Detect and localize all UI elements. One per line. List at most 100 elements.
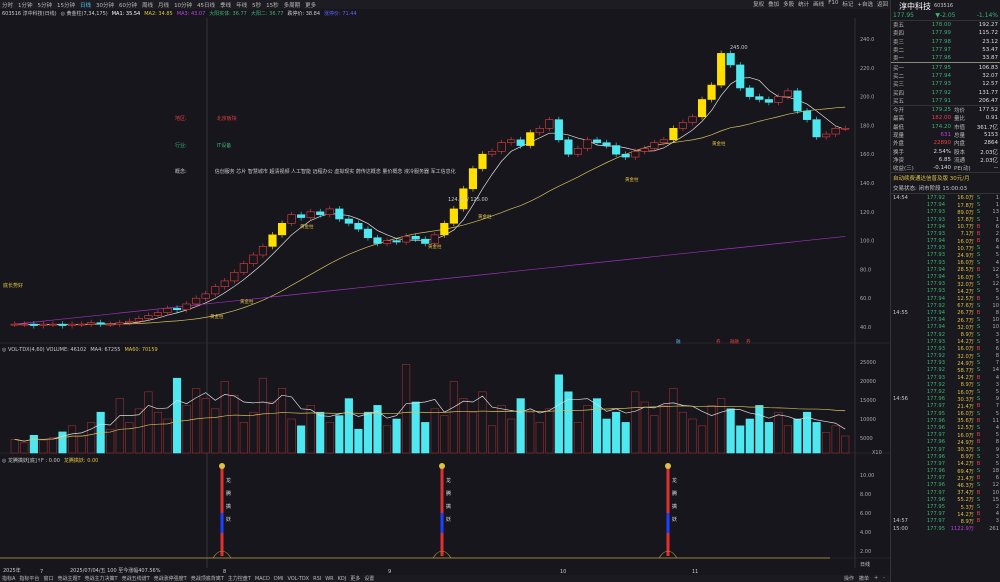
period-label: 日线	[860, 562, 871, 568]
tick-count: 12	[992, 266, 999, 273]
bid-list: 买一 177.95 106.83 买二 177.94 32.07 买三 177.93 12.57…	[891, 62, 1000, 105]
tick-price: 177.92	[926, 353, 945, 360]
volume-bar	[363, 411, 373, 454]
tick-count: 5	[995, 252, 999, 259]
period-tab[interactable]: 多周期	[283, 2, 301, 9]
period-tab[interactable]: 5分钟	[37, 2, 53, 9]
tool-button[interactable]: 标记	[842, 2, 854, 8]
indicator-name[interactable]: ◎ 黄金柱(7,34,175)	[60, 11, 108, 17]
candle	[478, 153, 487, 169]
candle	[153, 312, 163, 316]
tick-price: 177.94	[926, 202, 945, 209]
indicator-tab[interactable]: 指标平台	[19, 576, 40, 582]
indicator-tab[interactable]: RSI	[313, 575, 322, 582]
tick-count: 10	[992, 317, 999, 324]
candle	[545, 119, 554, 129]
indicator-tab[interactable]: 更多	[350, 576, 361, 582]
order-button[interactable]: 操作	[843, 576, 854, 582]
period-tab[interactable]: 5秒	[252, 2, 262, 9]
period-tab[interactable]: 季线	[220, 2, 232, 9]
tick-count: 6	[995, 223, 999, 230]
indicator-tab[interactable]: 竞战主题T	[57, 576, 81, 582]
stat-value2: 0.91	[985, 115, 998, 122]
indicator-tab[interactable]: KDJ	[337, 575, 347, 582]
tick-side: S	[976, 302, 981, 309]
mid-price-label: 124.89 / 125.00	[448, 197, 488, 203]
tick-side: B	[976, 266, 981, 273]
period-tab[interactable]: 45日线	[197, 2, 216, 9]
tool-button[interactable]: 返回	[876, 2, 888, 8]
level-volume: 53.47	[982, 47, 998, 54]
period-tab[interactable]: 周线	[142, 2, 154, 9]
period-tab[interactable]: 月线	[158, 2, 170, 9]
stat-label: 最高	[893, 116, 905, 123]
order-button[interactable]: +	[873, 575, 879, 581]
volume-bar	[535, 422, 544, 454]
tool-button[interactable]: 画线	[813, 2, 825, 8]
stat-label: 换手	[893, 149, 905, 156]
indicator-tab[interactable]: 窗口	[43, 576, 54, 582]
indicator-tab[interactable]: 竞战涨停强度T	[153, 576, 187, 582]
period-tab[interactable]: 日线	[80, 2, 92, 9]
stat-label2: 内盘	[954, 141, 966, 148]
signal-glyph: 妖	[226, 516, 231, 523]
tick-volume: 24.9万	[957, 360, 974, 367]
volume-bar	[736, 425, 745, 454]
volume-value: ◎ VOL-TDX(4,60) VOLUME: 46102	[2, 347, 87, 353]
period-tab[interactable]: 30分钟	[96, 2, 115, 9]
volume-bar	[554, 374, 563, 454]
candle	[134, 318, 143, 322]
indicator-tab[interactable]: 指标A	[2, 576, 16, 582]
tick-time: 14:54	[893, 194, 908, 201]
tick-side: S	[976, 245, 981, 252]
volume-bar	[39, 439, 48, 454]
tool-button[interactable]: +自选	[857, 2, 873, 8]
period-tab[interactable]: 60分钟	[119, 2, 138, 9]
tool-button[interactable]: 复权	[753, 2, 765, 8]
indicator-tabs: 指标A 指标平台 窗口 竞战主题T 竞战主力决策T 竞战五线谱T 竞战涨停强度T 竞战顶底背离…	[0, 575, 890, 582]
indicator-tab[interactable]: WR	[325, 575, 334, 582]
tick-count: 14	[992, 367, 999, 374]
stat-row: 净资 6.85 流通 2.03亿	[891, 156, 1000, 164]
period-tab[interactable]: 1分钟	[18, 2, 33, 9]
indicator-tab[interactable]: VOL-TDX	[287, 575, 310, 582]
indicator-tab[interactable]: 竞战五线谱T	[121, 576, 150, 582]
kline-chart[interactable]: 240.0 220.0 200.0 180.0 160.0 140.0 120.0 100.0…	[0, 18, 890, 575]
order-button[interactable]: -	[883, 575, 885, 581]
notice-link[interactable]: 自动续费通达信普及版 30元/月	[891, 172, 1000, 183]
period-tab[interactable]: 10分钟	[174, 2, 193, 9]
period-tab[interactable]: 15分钟	[57, 2, 76, 9]
candle	[793, 90, 802, 112]
stat-label: 最低	[893, 124, 905, 131]
tool-button[interactable]: 多股	[783, 2, 795, 8]
tool-button[interactable]: 叠加	[768, 2, 780, 8]
order-button[interactable]: 撤单	[858, 576, 869, 582]
volume-bar	[764, 422, 773, 454]
indicator-tab[interactable]: 竞战顶底背离T	[190, 576, 224, 582]
volume-bar	[172, 377, 182, 454]
tool-button[interactable]: F10	[828, 0, 839, 6]
indicator-tab[interactable]: 设置	[364, 576, 375, 582]
period-tab[interactable]: 年线	[236, 2, 248, 9]
indicator-tab[interactable]: DMI	[273, 575, 284, 582]
period-tab[interactable]: 15秒	[266, 2, 279, 9]
volume-unit: X10	[872, 450, 882, 456]
tick-row: 177.93 14.2万 S 5	[891, 338, 1000, 346]
stat-row: 外盘 22890 内盘 2864	[891, 139, 1000, 147]
period-tab[interactable]: 更多	[305, 2, 317, 9]
indicator-tab[interactable]: 竞战主力决策T	[84, 576, 118, 582]
tick-price: 177.93	[926, 281, 945, 288]
period-tab[interactable]: 分时	[2, 2, 14, 9]
margin-marker: 券	[716, 338, 721, 345]
indicator-line: 603516 淳中科技(日线) ◎ 黄金柱(7,34,175) MA1: 35.…	[0, 9, 890, 18]
indicator-tab[interactable]: 主力控盘T	[227, 576, 251, 582]
tool-button[interactable]: 统计	[798, 2, 810, 8]
stat-row: 最高 182.00 量比 0.91	[891, 114, 1000, 122]
tick-volume: 16.0万	[957, 195, 974, 202]
volume-bar	[602, 418, 611, 454]
tick-count: 12	[992, 482, 999, 489]
order-buttons: 操作 撤单 + -	[844, 575, 885, 582]
volume-bar	[277, 388, 287, 454]
tick-price: 177.97	[926, 403, 945, 410]
indicator-tab[interactable]: MACD	[254, 575, 270, 582]
